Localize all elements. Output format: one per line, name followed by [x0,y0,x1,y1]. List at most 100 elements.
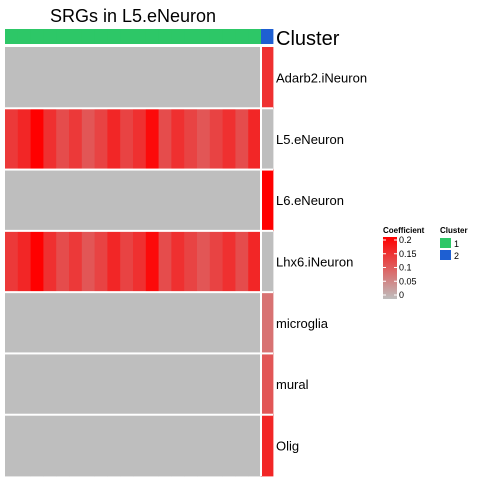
heatmap-cell [171,414,185,477]
heatmap-cell [133,414,147,477]
heatmap-cell [197,414,211,477]
heatmap-cell [222,47,236,109]
cluster-annotation-cell [56,29,70,44]
heatmap-cell [133,292,147,354]
heatmap-cell [145,292,159,354]
heatmap-cell [30,353,44,416]
row-label: Lhx6.iNeuron [276,255,353,270]
heatmap-cell [197,292,211,354]
cluster-annotation-cell [209,29,223,44]
heatmap-cells [5,47,274,477]
heatmap-cell [69,47,83,109]
heatmap-cell [184,414,198,477]
heatmap-cell [120,47,134,109]
cluster-annotation-cell [171,29,185,44]
heatmap-cell [248,292,262,354]
cluster-annotation-cell [69,29,83,44]
row-separator [5,107,273,110]
heatmap-cell [248,230,262,293]
heatmap-cell [184,108,198,170]
heatmap-cell [56,353,70,416]
heatmap-cell [158,47,172,109]
heatmap-cell [69,353,83,416]
heatmap-cell [133,108,147,170]
heatmap-cell [120,169,134,232]
heatmap-cell [43,353,57,416]
heatmap-cell [43,169,57,232]
row-label: L5.eNeuron [276,132,344,147]
heatmap-cell [209,353,223,416]
cluster-annotation-cell [133,29,147,44]
heatmap-cell [235,47,249,109]
heatmap-cell [107,47,121,109]
heatmap-cell [5,353,19,416]
heatmap-cell [248,353,262,416]
heatmap-cell [222,230,236,293]
heatmap-cell [248,169,262,232]
heatmap-cell [81,47,95,109]
heatmap-cell [69,414,83,477]
cluster-annotation-cell [248,29,262,44]
heatmap-cell [81,292,95,354]
heatmap-cell [209,108,223,170]
heatmap-cell [184,292,198,354]
heatmap-cell [69,108,83,170]
heatmap-cell [222,414,236,477]
heatmap-cell [133,47,147,109]
heatmap-cell [69,230,83,293]
cluster-annotation-cell [94,29,108,44]
heatmap-cell [145,47,159,109]
coefficient-legend: Coefficient 0.2 0.15 0.1 0.05 0 [383,226,425,300]
coefficient-tick-label: 0.1 [399,263,412,273]
heatmap-cell [107,108,121,170]
heatmap-cell [158,353,172,416]
heatmap-cell [81,108,95,170]
cluster-annotation-cell [120,29,134,44]
cluster-legend-swatch [440,250,451,260]
heatmap-cell [261,47,274,109]
heatmap-cell [5,292,19,354]
heatmap-cell [158,108,172,170]
chart-title: SRGs in L5.eNeuron [50,6,216,26]
heatmap-cell [17,414,31,477]
cluster-annotation-cell [261,29,274,44]
cluster-annotation-label: Cluster [276,28,340,50]
row-label: mural [276,377,309,392]
heatmap-cell [197,108,211,170]
heatmap-cell [56,108,70,170]
row-separator [5,352,273,355]
heatmap-cell [235,353,249,416]
heatmap-cell [261,353,274,416]
heatmap-cell [171,292,185,354]
heatmap-cell [197,47,211,109]
heatmap-cell [209,230,223,293]
heatmap-cell [120,108,134,170]
heatmap-cell [107,169,121,232]
heatmap-cell [5,414,19,477]
cluster-legend: Cluster 1 2 [440,226,468,261]
heatmap-cell [209,414,223,477]
heatmap-cell [158,292,172,354]
heatmap-cell [43,108,57,170]
heatmap-cell [248,414,262,477]
row-separator [5,291,273,294]
heatmap-cell [209,47,223,109]
heatmap-cell [17,353,31,416]
heatmap-cell [107,414,121,477]
heatmap-cell [5,230,19,293]
heatmap-cell [197,353,211,416]
heatmap-cell [133,353,147,416]
heatmap-cell [261,108,274,170]
heatmap-cell [171,353,185,416]
column-separator [260,47,262,476]
heatmap-cell [94,108,108,170]
cluster-annotation-cell [81,29,95,44]
heatmap-cell [56,292,70,354]
heatmap-cell [158,169,172,232]
cluster-legend-label: 2 [454,251,459,261]
heatmap-cell [107,353,121,416]
heatmap-cell [184,230,198,293]
heatmap-cell [94,292,108,354]
cluster-annotation-cell [43,29,57,44]
heatmap-cell [171,169,185,232]
